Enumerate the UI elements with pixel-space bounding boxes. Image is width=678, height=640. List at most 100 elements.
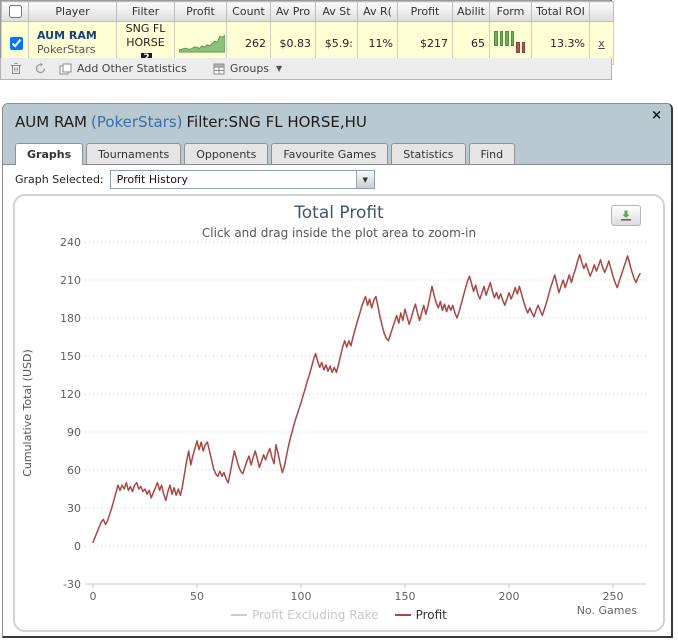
ability-cell: 65 — [452, 21, 490, 65]
x-axis-title: No. Games — [576, 604, 637, 617]
col-header-profit-graph[interactable]: Profit — [174, 1, 227, 22]
count-cell: 262 — [226, 21, 271, 65]
dropdown-arrow-icon[interactable]: ▼ — [355, 171, 374, 188]
total-roi-cell: 13.3% — [531, 21, 590, 65]
form-loss-bar — [516, 42, 520, 53]
form-win-bar — [510, 31, 514, 46]
col-header-remove — [589, 1, 614, 22]
panel-title-site: (PokerStars) — [90, 113, 183, 131]
svg-text:150: 150 — [60, 350, 81, 363]
svg-text:180: 180 — [60, 312, 81, 325]
col-header-av-pro[interactable]: Av Pro — [270, 1, 316, 22]
svg-text:240: 240 — [60, 236, 81, 249]
svg-text:0: 0 — [74, 540, 81, 553]
add-statistics-icon — [59, 63, 72, 74]
form-win-bar — [494, 31, 498, 46]
av-pro-cell: $0.83 — [270, 21, 316, 65]
panel-title-filter: Filter:SNG FL HORSE,HU — [186, 113, 367, 131]
refresh-icon — [35, 62, 46, 74]
sparkline-cell — [174, 21, 227, 65]
tab-opponents[interactable]: Opponents — [184, 143, 269, 164]
table-header-row: Player Filter Profit Count Av Pro Av St … — [1, 1, 614, 22]
svg-text:50: 50 — [190, 590, 204, 603]
graph-selected-label: Graph Selected: — [15, 173, 104, 186]
refresh-button[interactable] — [34, 62, 47, 75]
add-other-statistics-button[interactable]: Add Other Statistics — [59, 62, 187, 75]
tab-find[interactable]: Find — [468, 143, 516, 164]
row-checkbox[interactable] — [10, 36, 23, 50]
download-chart-button[interactable] — [611, 205, 641, 226]
svg-text:30: 30 — [67, 502, 81, 515]
trash-icon — [11, 63, 21, 74]
panel-title: AUM RAM (PokerStars) Filter:SNG FL HORSE,H… — [15, 113, 367, 131]
svg-text:Cumulative Total (USD): Cumulative Total (USD) — [21, 349, 34, 477]
form-cell — [489, 21, 532, 65]
form-win-bar — [505, 31, 509, 46]
select-all-header[interactable] — [1, 1, 29, 22]
svg-text:150: 150 — [395, 590, 416, 603]
svg-text:100: 100 — [291, 590, 312, 603]
player-site: PokerStars — [37, 43, 96, 56]
graph-select-row: Graph Selected: Profit History ▼ — [15, 170, 375, 189]
svg-text:90: 90 — [67, 426, 81, 439]
col-header-filter[interactable]: Filter — [116, 1, 175, 22]
col-header-av-st[interactable]: Av St — [315, 1, 358, 22]
svg-text:200: 200 — [499, 590, 520, 603]
groups-button[interactable]: Groups ▼ — [213, 62, 282, 75]
graph-selected-dropdown[interactable]: Profit History ▼ — [109, 170, 375, 189]
tab-favourite-games[interactable]: Favourite Games — [271, 143, 389, 164]
groups-caret-icon: ▼ — [276, 64, 283, 73]
filter-line1: SNG FL — [125, 22, 166, 36]
graph-selected-value: Profit History — [116, 173, 188, 186]
legend-swatch — [231, 614, 248, 616]
col-header-av-roi[interactable]: Av R( — [357, 1, 398, 22]
col-header-player[interactable]: Player — [28, 1, 117, 22]
remove-cell[interactable]: x — [589, 21, 614, 65]
filter-line2: HORSE — [126, 36, 165, 49]
tab-statistics[interactable]: Statistics — [391, 143, 466, 164]
legend-swatch — [394, 614, 411, 616]
col-header-count[interactable]: Count — [226, 1, 271, 22]
profit-sparkline — [179, 34, 225, 53]
legend-item-profit[interactable]: Profit — [394, 608, 447, 622]
download-icon — [621, 210, 631, 221]
profit-chart: -30 0 30 60 90 120 150 180 210 240 0 50 100 150 200 250… — [13, 194, 665, 632]
delete-button[interactable] — [10, 62, 22, 75]
chart-legend: Profit Excluding Rake Profit — [15, 608, 663, 622]
svg-text:210: 210 — [60, 274, 81, 287]
player-detail-panel: AUM RAM (PokerStars) Filter:SNG FL HORSE,H… — [2, 103, 673, 638]
panel-title-player: AUM RAM — [15, 113, 87, 131]
legend-item-profit-excluding-rake[interactable]: Profit Excluding Rake — [231, 608, 379, 622]
groups-icon — [213, 63, 225, 74]
profit-chart-svg[interactable]: -30 0 30 60 90 120 150 180 210 240 0 50 100 150 200 250… — [15, 196, 663, 630]
graphs-tab-content: Graph Selected: Profit History ▼ -30 0 30 6… — [3, 164, 671, 636]
panel-header: AUM RAM (PokerStars) Filter:SNG FL HORSE,H… — [3, 104, 671, 141]
stats-table: Player Filter Profit Count Av Pro Av St … — [0, 0, 614, 66]
player-name: AUM RAM — [37, 29, 97, 42]
row-select-cell[interactable] — [1, 21, 29, 65]
svg-text:250: 250 — [603, 590, 624, 603]
svg-text:60: 60 — [67, 464, 81, 477]
legend-label: Profit Excluding Rake — [252, 608, 379, 622]
tab-strip: Graphs Tournaments Opponents Favourite G… — [3, 141, 671, 165]
form-bars — [494, 31, 527, 55]
chart-subtitle: Click and drag inside the plot area to z… — [201, 226, 477, 240]
tab-tournaments[interactable]: Tournaments — [86, 143, 182, 164]
table-toolbar: Add Other Statistics Groups ▼ — [0, 58, 612, 80]
remove-link[interactable]: x — [598, 36, 605, 50]
col-header-ability[interactable]: Abilit — [452, 1, 490, 22]
col-header-form[interactable]: Form — [489, 1, 532, 22]
av-st-cell: $5.9: — [315, 21, 358, 65]
svg-text:0: 0 — [90, 590, 97, 603]
tab-graphs[interactable]: Graphs — [15, 143, 84, 165]
form-win-bar — [499, 31, 503, 46]
close-button[interactable]: × — [651, 108, 662, 123]
svg-text:-30: -30 — [63, 578, 81, 591]
legend-label: Profit — [415, 608, 447, 622]
col-header-profit[interactable]: Profit — [397, 1, 453, 22]
add-other-statistics-label: Add Other Statistics — [77, 62, 187, 75]
select-all-checkbox[interactable] — [9, 5, 22, 18]
col-header-total-roi[interactable]: Total ROI — [531, 1, 590, 22]
